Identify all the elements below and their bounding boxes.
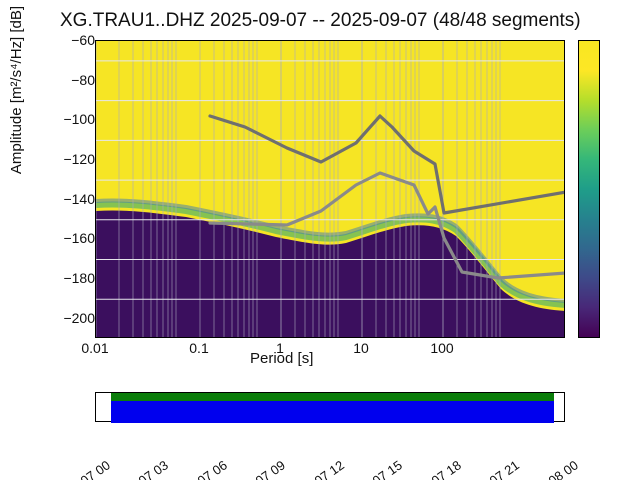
x-tick-10: 10 <box>353 340 369 356</box>
timebar-tick-09-07-00: 09-07 00 <box>62 457 113 480</box>
availability-segment-green <box>111 393 554 401</box>
ppsd-plot-root: XG.TRAU1..DHZ 2025-09-07 -- 2025-09-07 (… <box>0 0 640 480</box>
x-tick-0.1: 0.1 <box>189 340 208 356</box>
y-tick--140: −140 <box>55 191 95 207</box>
y-tick--160: −160 <box>55 230 95 246</box>
heatmap-and-curves-svg <box>96 41 565 338</box>
y-axis-label: Amplitude [m²/s⁴/Hz] [dB] <box>8 0 25 240</box>
timebar-tick-09-07-15: 09-07 15 <box>354 457 405 480</box>
timebar-tick-09-08-00: 09-08 00 <box>530 457 581 480</box>
y-tick--80: −80 <box>55 72 95 88</box>
colorbar[interactable]: 100 80 60 40 20 0 non-exceedance (cumula… <box>578 40 600 338</box>
x-tick-100: 100 <box>430 340 453 356</box>
timebar-tick-09-07-12: 09-07 12 <box>296 457 347 480</box>
heatmap-plot-area[interactable] <box>95 40 565 338</box>
y-tick--60: −60 <box>55 32 95 48</box>
timebar-tick-09-07-21: 09-07 21 <box>471 457 522 480</box>
y-tick--180: −180 <box>55 270 95 286</box>
y-tick--100: −100 <box>55 111 95 127</box>
x-tick-1: 1 <box>276 340 284 356</box>
y-tick--200: −200 <box>55 310 95 326</box>
x-tick-0.01: 0.01 <box>81 340 108 356</box>
time-availability-bar[interactable] <box>95 392 565 422</box>
timebar-tick-09-07-03: 09-07 03 <box>120 457 171 480</box>
timebar-tick-09-07-18: 09-07 18 <box>413 457 464 480</box>
chart-title: XG.TRAU1..DHZ 2025-09-07 -- 2025-09-07 (… <box>60 10 581 32</box>
timebar-tick-09-07-06: 09-07 06 <box>179 457 230 480</box>
timebar-tick-09-07-09: 09-07 09 <box>237 457 288 480</box>
y-tick--120: −120 <box>55 151 95 167</box>
availability-segment-blue <box>111 401 554 423</box>
